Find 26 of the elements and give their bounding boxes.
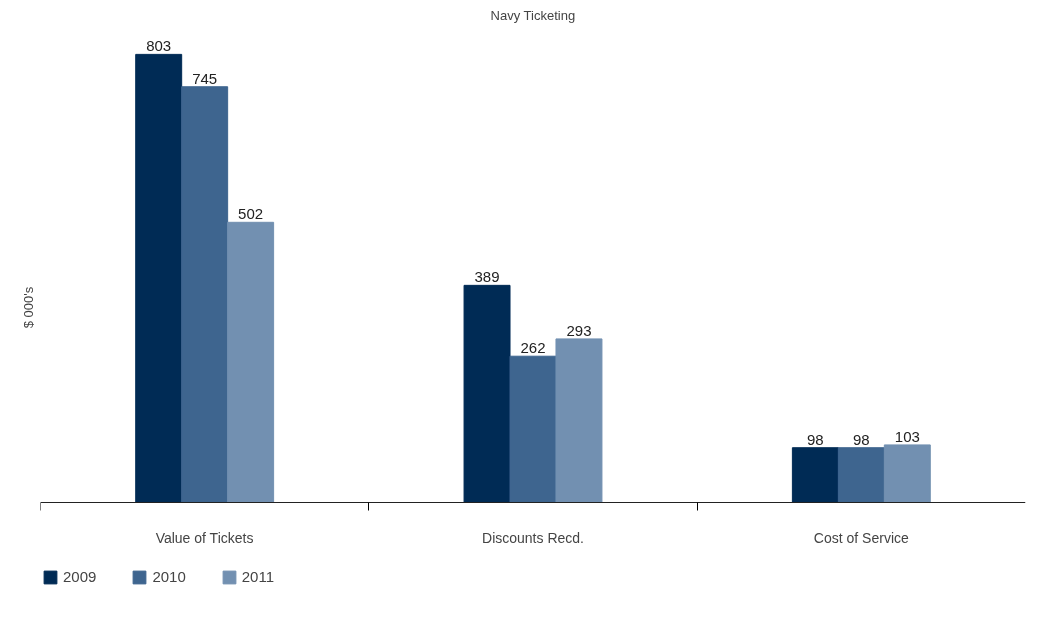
data-label: 502 — [238, 205, 264, 223]
bar — [135, 53, 183, 503]
data-label: 98 — [852, 430, 870, 448]
data-label: 389 — [474, 268, 500, 286]
bar — [555, 338, 603, 503]
data-label: 293 — [566, 321, 592, 339]
chart-title: Navy Ticketing — [490, 7, 576, 23]
data-label: 803 — [146, 37, 172, 55]
data-label: 103 — [894, 427, 920, 445]
data-label: 745 — [192, 69, 218, 87]
bar — [791, 447, 839, 503]
data-label: 262 — [520, 339, 546, 357]
legend-label: 2010 — [152, 568, 186, 585]
bar — [509, 355, 557, 503]
bar — [837, 447, 885, 503]
x-tick-label: Cost of Service — [813, 530, 910, 547]
bar — [463, 284, 511, 503]
legend-label: 2009 — [63, 568, 97, 585]
data-label: 98 — [807, 430, 824, 448]
bar — [883, 444, 931, 503]
bar — [227, 221, 275, 503]
x-tick-label: Discounts Recd. — [482, 530, 584, 547]
bar — [181, 86, 229, 503]
legend-label: 2011 — [241, 568, 275, 585]
x-tick-label: Value of Tickets — [155, 530, 254, 547]
y-axis-title: $ 000's — [20, 286, 36, 329]
